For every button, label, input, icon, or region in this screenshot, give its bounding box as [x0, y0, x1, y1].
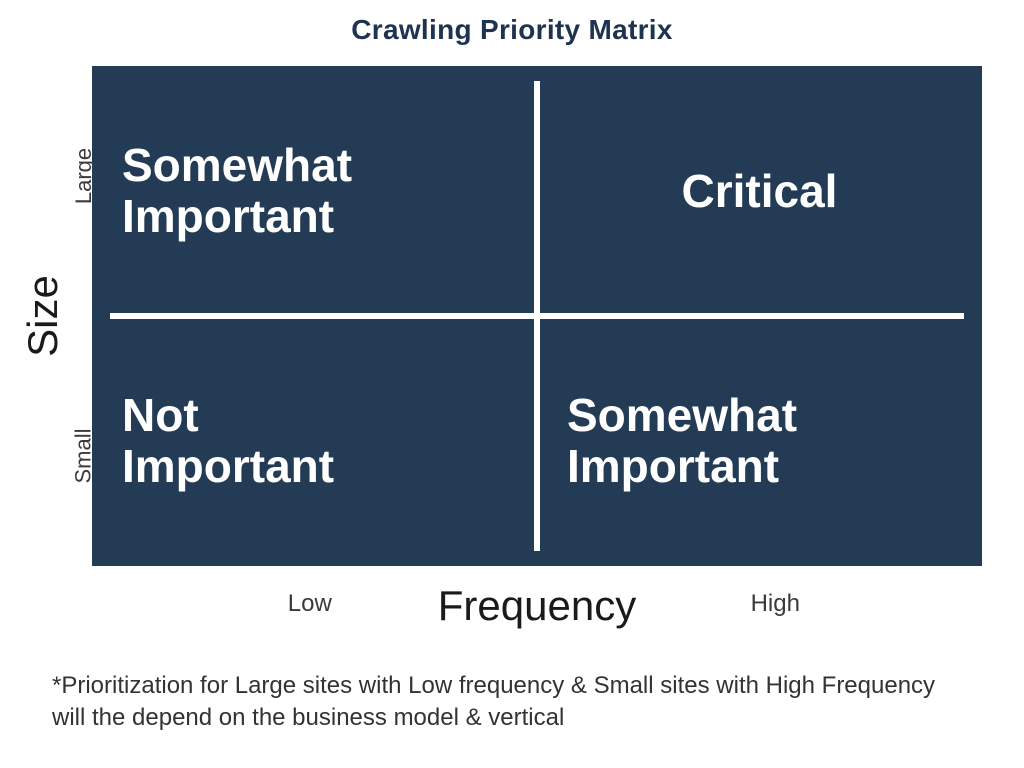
quadrant-large-low: SomewhatImportant	[92, 66, 537, 316]
quadrant-large-high: Critical	[537, 66, 982, 316]
x-axis-title: Frequency	[438, 582, 636, 630]
x-axis-tick-high: High	[751, 590, 800, 618]
quadrant-large-low-label: SomewhatImportant	[122, 140, 352, 241]
y-axis-title: Size	[19, 275, 67, 357]
chart-title: Crawling Priority Matrix	[0, 14, 1024, 46]
quadrant-small-low-label: NotImportant	[122, 390, 334, 491]
y-axis: Size Large Small	[30, 66, 90, 566]
matrix-area: Size Large Small SomewhatImportant Criti…	[92, 66, 982, 566]
quadrant-small-high: SomewhatImportant	[537, 316, 982, 566]
priority-matrix: SomewhatImportant Critical NotImportant …	[92, 66, 982, 566]
quadrant-large-high-label: Critical	[682, 166, 838, 217]
footnote: *Prioritization for Large sites with Low…	[52, 670, 972, 735]
x-axis: Low Frequency High	[92, 576, 982, 636]
quadrant-small-high-label: SomewhatImportant	[567, 390, 797, 491]
x-axis-tick-low: Low	[288, 590, 332, 618]
quadrant-small-low: NotImportant	[92, 316, 537, 566]
